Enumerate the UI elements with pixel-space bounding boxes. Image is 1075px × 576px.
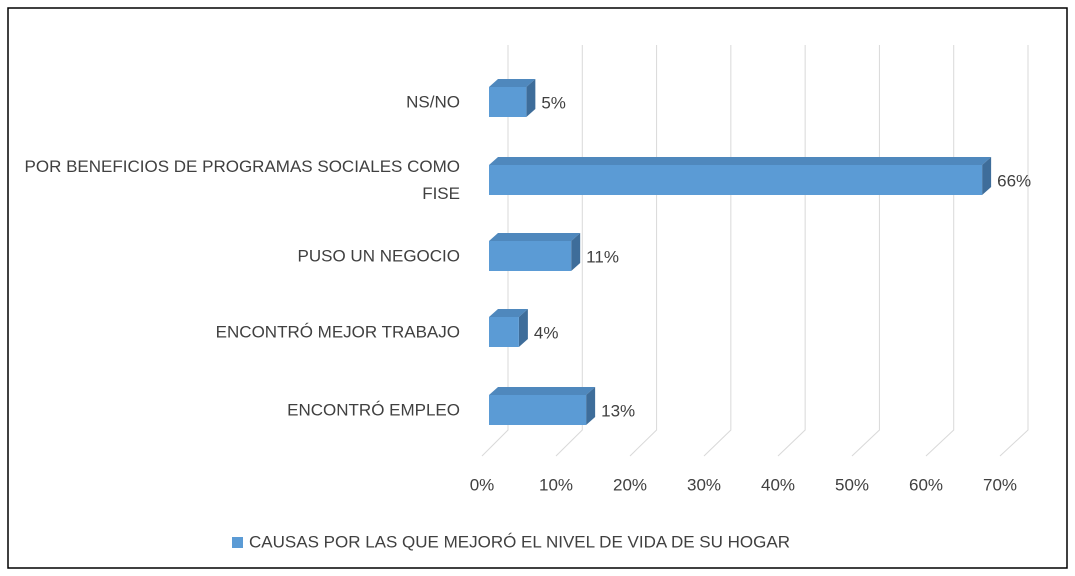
- x-tick-label: 50%: [835, 475, 869, 494]
- data-label: 11%: [586, 247, 619, 266]
- frame: [7, 7, 1068, 569]
- grid-line: [999, 45, 1029, 457]
- x-tick-label: 0%: [470, 475, 495, 494]
- x-tick-label: 30%: [687, 475, 721, 494]
- x-tick-label: 10%: [539, 475, 573, 494]
- bar-top: [489, 387, 596, 395]
- data-label: 5%: [541, 93, 566, 112]
- legend-swatch: [232, 537, 243, 548]
- data-label: 4%: [534, 323, 559, 342]
- bar-top: [489, 309, 528, 317]
- bar-side: [982, 157, 992, 195]
- bar-top: [489, 233, 581, 241]
- data-label: 13%: [601, 401, 635, 420]
- y-tick-label: NS/NO: [406, 92, 460, 112]
- x-tick-label: 60%: [909, 475, 943, 494]
- bar: [489, 395, 587, 425]
- bar-top: [489, 157, 992, 165]
- y-tick-label: ENCONTRÓ MEJOR TRABAJO: [215, 322, 460, 342]
- y-tick-label: POR BENEFICIOS DE PROGRAMAS SOCIALES COM…: [24, 157, 460, 203]
- bar-side: [518, 309, 528, 347]
- bar-side: [571, 233, 581, 271]
- bar: [489, 317, 519, 347]
- bar-side: [526, 79, 536, 117]
- bar: [489, 241, 572, 271]
- bar-side: [586, 387, 596, 425]
- x-tick-label: 70%: [983, 475, 1017, 494]
- y-tick-label: PUSO UN NEGOCIO: [297, 246, 460, 266]
- x-tick-label: 40%: [761, 475, 795, 494]
- y-tick-label: ENCONTRÓ EMPLEO: [287, 400, 460, 420]
- bar: [489, 87, 527, 117]
- bar-top: [489, 79, 536, 87]
- bar: [489, 165, 983, 195]
- legend-label: CAUSAS POR LAS QUE MEJORÓ EL NIVEL DE VI…: [249, 532, 790, 551]
- x-tick-label: 20%: [613, 475, 647, 494]
- data-label: 66%: [997, 171, 1031, 190]
